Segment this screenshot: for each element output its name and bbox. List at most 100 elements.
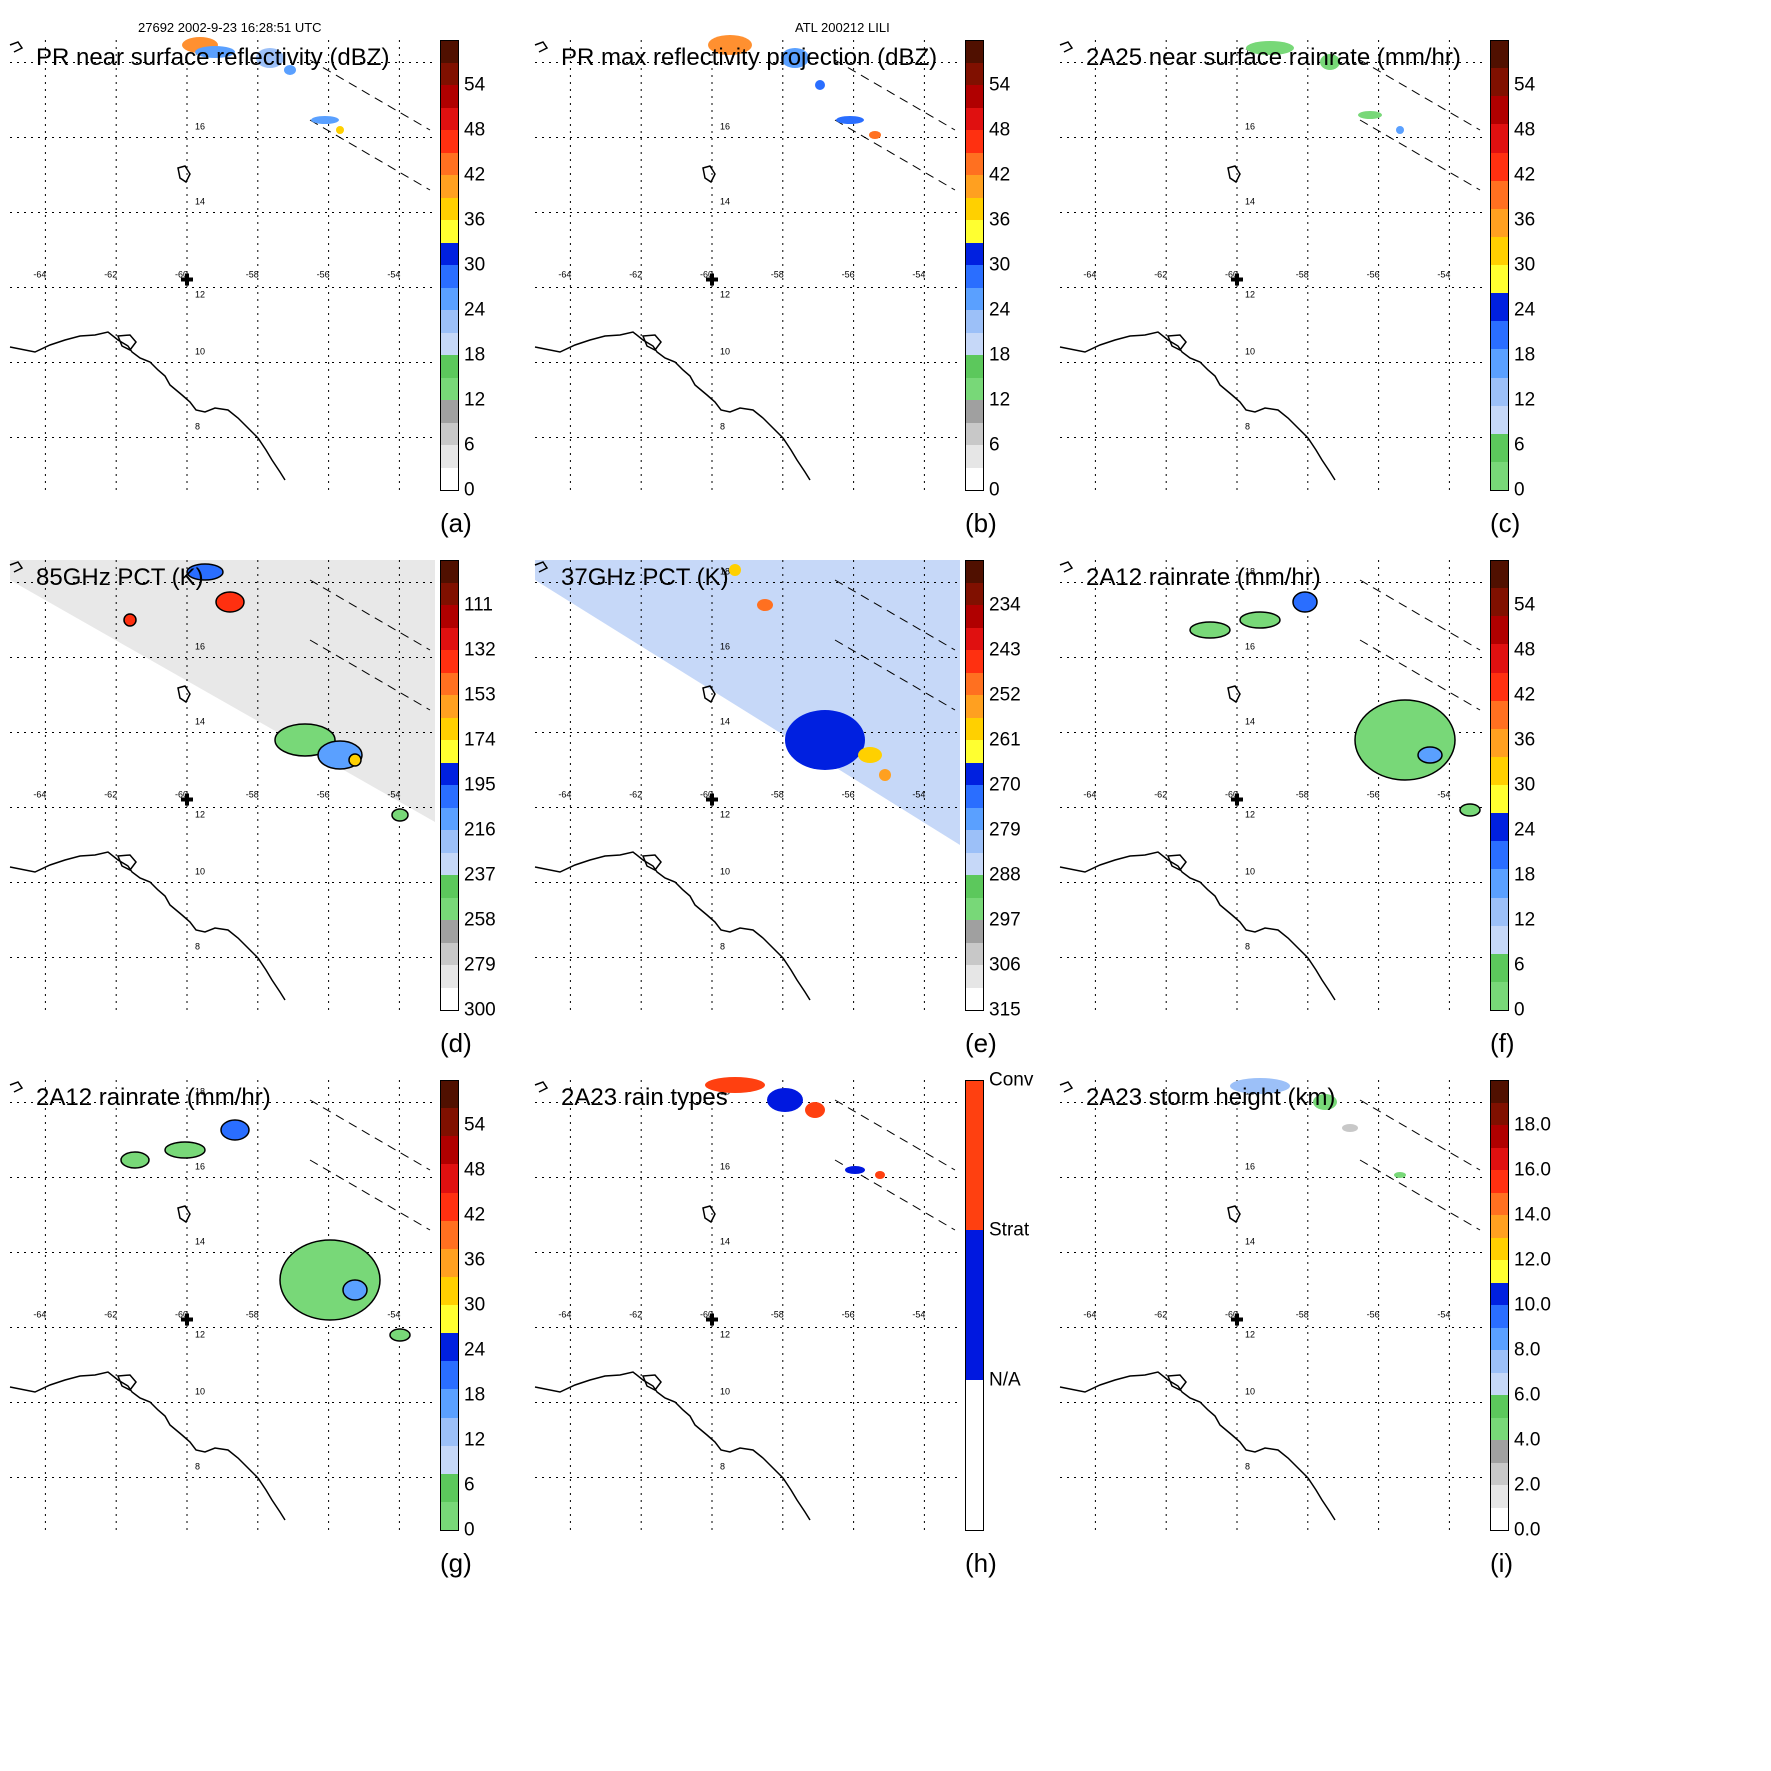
colorbar-segment bbox=[965, 605, 983, 628]
lat-label: 10 bbox=[195, 867, 205, 877]
colorbar-segment bbox=[440, 1501, 458, 1530]
precip-feature bbox=[705, 1077, 765, 1093]
colorbar-segment bbox=[440, 807, 458, 830]
colorbar-segment bbox=[440, 40, 458, 63]
panel-title: 2A23 storm height (km) bbox=[1086, 1084, 1336, 1111]
colorbar-segment bbox=[1490, 785, 1508, 814]
colorbar-tick-label: 48 bbox=[1514, 639, 1536, 661]
colorbar-segment bbox=[1490, 1282, 1508, 1305]
colorbar-segment bbox=[1490, 644, 1508, 673]
lat-label: 8 bbox=[1245, 1462, 1250, 1472]
island-outline bbox=[1059, 561, 1074, 573]
lat-label: 14 bbox=[195, 1237, 205, 1247]
island-outline bbox=[702, 165, 716, 184]
precip-feature bbox=[220, 1119, 250, 1141]
colorbar-tick-label: 4.0 bbox=[1514, 1429, 1541, 1451]
island-outline bbox=[116, 1374, 137, 1391]
colorbar-outline bbox=[1490, 40, 1509, 491]
colorbar-tick-label: 54 bbox=[1514, 594, 1536, 616]
colorbar-tick-label: 14.0 bbox=[1514, 1204, 1551, 1226]
colorbar: 0 6 12 18 24 30 36 42 48 54 bbox=[440, 40, 485, 500]
colorbar-outline bbox=[440, 560, 459, 1011]
coastline bbox=[534, 331, 811, 481]
precip-feature bbox=[708, 35, 752, 55]
lon-label: -56 bbox=[842, 270, 855, 280]
lat-label: 16 bbox=[195, 1162, 205, 1172]
island-outline bbox=[1059, 1081, 1074, 1093]
lon-label: -62 bbox=[629, 1310, 642, 1320]
lat-label: 16 bbox=[720, 1162, 730, 1172]
colorbar-segment bbox=[440, 852, 458, 875]
lon-label: -64 bbox=[33, 790, 46, 800]
colorbar-tick-label: 234 bbox=[989, 594, 1021, 616]
swath-edge bbox=[309, 59, 431, 131]
lon-label: -58 bbox=[246, 270, 259, 280]
island-outline bbox=[1166, 334, 1187, 351]
precip-feature bbox=[785, 710, 865, 770]
island-outline bbox=[1166, 1374, 1187, 1391]
colorbar-segment bbox=[1490, 68, 1508, 97]
colorbar-segment bbox=[440, 1276, 458, 1305]
colorbar-segment bbox=[440, 1220, 458, 1249]
colorbar-segment bbox=[965, 445, 983, 468]
lon-label: -62 bbox=[629, 270, 642, 280]
lon-label: -54 bbox=[387, 1310, 400, 1320]
colorbar-segment bbox=[440, 740, 458, 763]
lat-label: 12 bbox=[1245, 290, 1255, 300]
swath-edge bbox=[834, 639, 956, 711]
colorbar-tick-label: 297 bbox=[989, 909, 1021, 931]
colorbar-segment bbox=[440, 897, 458, 920]
island-outline bbox=[702, 1205, 716, 1224]
colorbar-segment bbox=[965, 807, 983, 830]
colorbar-segment bbox=[965, 965, 983, 988]
colorbar-segment bbox=[440, 287, 458, 310]
colorbar-tick-label: 24 bbox=[464, 1339, 486, 1361]
colorbar-segment bbox=[1490, 1485, 1508, 1508]
colorbar-segment bbox=[1490, 1462, 1508, 1485]
lon-label: -54 bbox=[912, 270, 925, 280]
colorbar-segment bbox=[1490, 588, 1508, 617]
swath-edge bbox=[309, 579, 431, 651]
colorbar-segment bbox=[965, 672, 983, 695]
colorbar-tick-label: 48 bbox=[989, 119, 1011, 141]
lat-label: 14 bbox=[1245, 197, 1255, 207]
lon-label: -60 bbox=[175, 790, 188, 800]
lon-label: -58 bbox=[771, 270, 784, 280]
lat-label: 14 bbox=[1245, 717, 1255, 727]
swath-edge bbox=[309, 639, 431, 711]
island-outline bbox=[116, 854, 137, 871]
colorbar-segment bbox=[1490, 1170, 1508, 1193]
lat-label: 16 bbox=[195, 642, 205, 652]
island-outline bbox=[177, 1205, 191, 1224]
lon-label: -62 bbox=[1154, 1310, 1167, 1320]
colorbar-segment bbox=[440, 717, 458, 740]
colorbar-segment bbox=[440, 175, 458, 198]
lat-label: 8 bbox=[195, 1462, 200, 1472]
colorbar-tick-label: 6 bbox=[989, 434, 1000, 456]
lon-label: -62 bbox=[104, 1310, 117, 1320]
island-outline bbox=[1227, 165, 1241, 184]
lat-label: 16 bbox=[720, 122, 730, 132]
colorbar-segment bbox=[965, 987, 983, 1010]
lon-label: -58 bbox=[1296, 790, 1309, 800]
colorbar-segment bbox=[1490, 1440, 1508, 1463]
precip-feature bbox=[815, 80, 825, 90]
colorbar-segment bbox=[1490, 152, 1508, 181]
panel-title: 85GHz PCT (K) bbox=[36, 564, 204, 591]
lon-label: -62 bbox=[104, 270, 117, 280]
colorbar-segment bbox=[965, 355, 983, 378]
colorbar-tick-label: 315 bbox=[989, 999, 1021, 1021]
colorbar-segment bbox=[1490, 180, 1508, 209]
colorbar-tick-label: Conv bbox=[989, 1069, 1034, 1091]
lat-label: 12 bbox=[720, 1330, 730, 1340]
precip-feature bbox=[805, 1102, 825, 1118]
colorbar-tick-label: N/A bbox=[989, 1369, 1021, 1391]
colorbar-tick-label: 30 bbox=[1514, 774, 1536, 796]
lon-label: -60 bbox=[1225, 790, 1238, 800]
lon-label: -62 bbox=[1154, 270, 1167, 280]
